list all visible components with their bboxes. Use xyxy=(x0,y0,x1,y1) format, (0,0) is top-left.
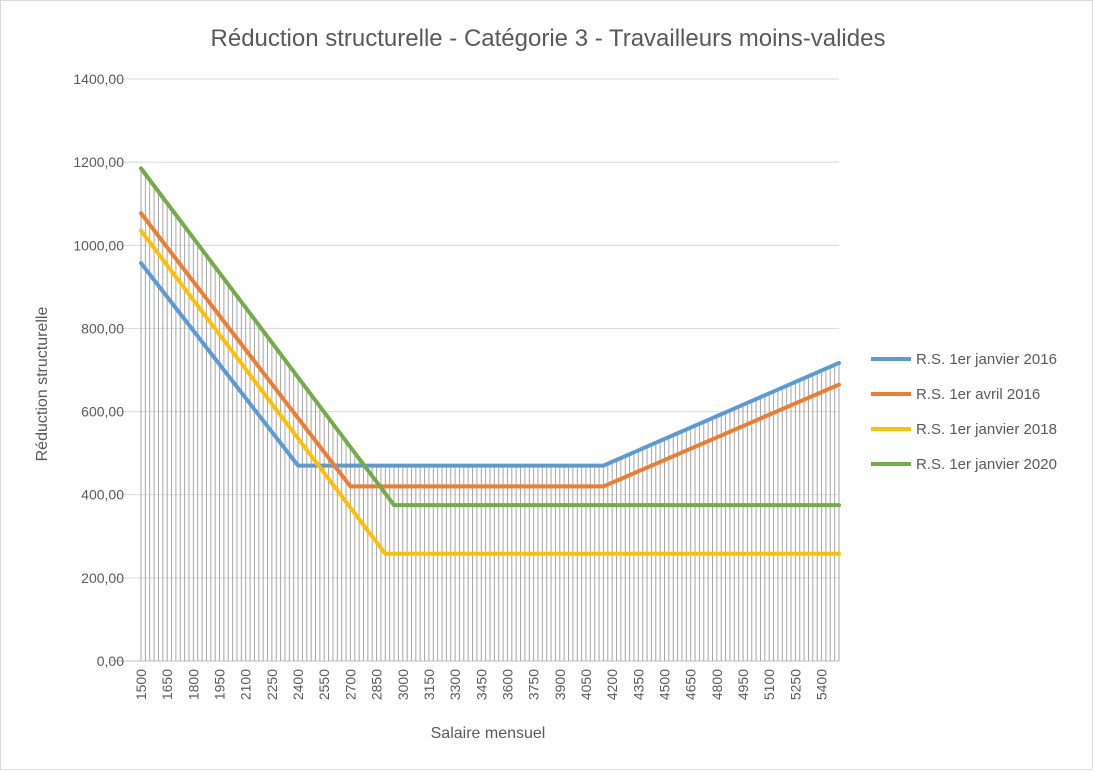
x-tick-label: 4050 xyxy=(578,669,594,700)
x-tick-label: 1650 xyxy=(159,669,175,700)
x-tick-label: 3300 xyxy=(447,669,463,700)
y-tick-label: 600,00 xyxy=(81,404,124,420)
series-line-2 xyxy=(139,211,841,489)
x-tick-label: 3600 xyxy=(499,669,515,700)
y-tick-label: 800,00 xyxy=(81,320,124,336)
y-tick-label: 1000,00 xyxy=(73,237,124,253)
x-tick-label: 1500 xyxy=(133,669,149,700)
legend-label: R.S. 1er janvier 2020 xyxy=(916,456,1057,473)
chart-title: Réduction structurelle - Catégorie 3 - T… xyxy=(211,25,886,52)
x-axis-title: Salaire mensuel xyxy=(431,725,546,742)
x-tick-label: 1800 xyxy=(185,669,201,700)
x-tick-label: 5400 xyxy=(814,669,830,700)
x-tick-label: 2700 xyxy=(342,669,358,700)
x-tick-label: 2400 xyxy=(290,669,306,700)
x-tick-label: 3450 xyxy=(473,669,489,700)
x-tick-label: 3000 xyxy=(395,669,411,700)
x-tick-label: 4500 xyxy=(657,669,673,700)
x-tick-label: 4200 xyxy=(604,669,620,700)
x-tick-label: 2250 xyxy=(264,669,280,700)
legend-label: R.S. 1er janvier 2018 xyxy=(916,421,1057,438)
x-tick-label: 5100 xyxy=(761,669,777,700)
legend-label: R.S. 1er avril 2016 xyxy=(916,386,1040,403)
x-tick-label: 3750 xyxy=(526,669,542,700)
series-line-1 xyxy=(139,261,841,468)
x-tick-label: 2550 xyxy=(316,669,332,700)
series-line-4 xyxy=(139,166,841,508)
y-tick-label: 1400,00 xyxy=(73,71,124,87)
y-tick-label: 0,00 xyxy=(97,653,124,669)
x-tick-label: 4650 xyxy=(683,669,699,700)
y-tick-label: 400,00 xyxy=(81,487,124,503)
series-lines xyxy=(139,166,841,556)
x-tick-label: 4950 xyxy=(735,669,751,700)
legend-label: R.S. 1er janvier 2016 xyxy=(916,351,1057,368)
y-axis-title: Réduction structurelle xyxy=(34,307,51,462)
x-tick-label: 4800 xyxy=(709,669,725,700)
y-tick-label: 1200,00 xyxy=(73,154,124,170)
x-tick-label: 2100 xyxy=(238,669,254,700)
x-tick-label: 2850 xyxy=(369,669,385,700)
y-axis-ticks: 0,00 200,00 400,00 600,00 800,00 1000,00 1200,… xyxy=(73,71,124,669)
x-tick-label: 4350 xyxy=(630,669,646,700)
x-tick-label: 3900 xyxy=(552,669,568,700)
legend: R.S. 1er janvier 2016 R.S. 1er avril 2016… xyxy=(871,351,1057,473)
y-tick-label: 200,00 xyxy=(81,570,124,586)
x-tick-label: 3150 xyxy=(421,669,437,700)
x-tick-label: 1950 xyxy=(212,669,228,700)
drop-lines xyxy=(140,168,840,661)
series-line-3 xyxy=(139,228,841,556)
x-axis-ticks: 1500 1650 1800 1950 2100 2250 2400 2550 2700 2850… xyxy=(133,669,830,700)
x-tick-label: 5250 xyxy=(787,669,803,700)
